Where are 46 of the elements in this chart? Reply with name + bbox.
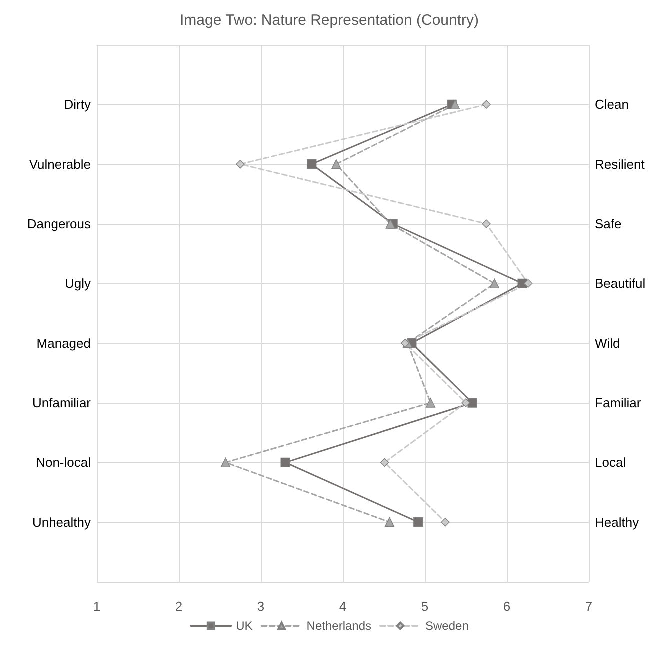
point	[380, 458, 390, 468]
point	[462, 398, 470, 408]
x-tick-label: 4	[339, 599, 347, 614]
x-tick-label: 1	[93, 599, 101, 614]
y2-tick-label: Resilient	[595, 156, 646, 172]
y-tick-label: Ugly	[64, 276, 92, 292]
legend-label: Netherlands	[306, 619, 372, 633]
chart-title: Image Two: Nature Representation (Country)	[180, 12, 480, 29]
point	[280, 458, 290, 468]
point	[490, 278, 500, 289]
y-tick-label: Dangerous	[27, 216, 92, 232]
point	[386, 219, 396, 229]
y2-tick-label: Beautiful	[595, 276, 646, 292]
legend-label: Sweden	[426, 619, 469, 633]
point	[332, 159, 342, 170]
y2-tick-label: Safe	[595, 216, 622, 232]
point	[306, 159, 317, 170]
x-tick-label: 5	[421, 599, 429, 614]
y-tick-label: Managed	[36, 336, 91, 351]
point	[426, 398, 436, 408]
point	[450, 100, 460, 110]
point	[400, 338, 410, 348]
point	[384, 517, 395, 528]
point	[468, 398, 478, 408]
y2-tick-label: Wild	[595, 336, 620, 351]
x-tick-label: 3	[257, 599, 265, 614]
point	[482, 100, 491, 110]
y-tick-label: Non-local	[36, 455, 92, 470]
x-tick-label: 6	[503, 599, 511, 614]
y-tick-label: Unfamiliar	[32, 396, 92, 410]
y2-tick-label: Clean	[595, 97, 629, 112]
y2-tick-label: Local	[595, 455, 626, 470]
y-tick-label: Unhealthy	[32, 514, 92, 530]
point	[414, 517, 424, 528]
y-tick-label: Dirty	[64, 97, 92, 112]
y2-tick-label: Familiar	[595, 396, 642, 410]
y2-tick-label: Healthy	[595, 514, 640, 530]
legend-label: UK	[236, 619, 253, 633]
y-tick-label: Vulnerable	[29, 156, 91, 172]
point	[236, 160, 245, 169]
x-tick-label: 2	[175, 599, 183, 614]
point	[482, 220, 491, 228]
point	[441, 518, 450, 527]
point	[220, 458, 231, 468]
point	[524, 279, 533, 288]
x-tick-label: 7	[585, 599, 593, 614]
